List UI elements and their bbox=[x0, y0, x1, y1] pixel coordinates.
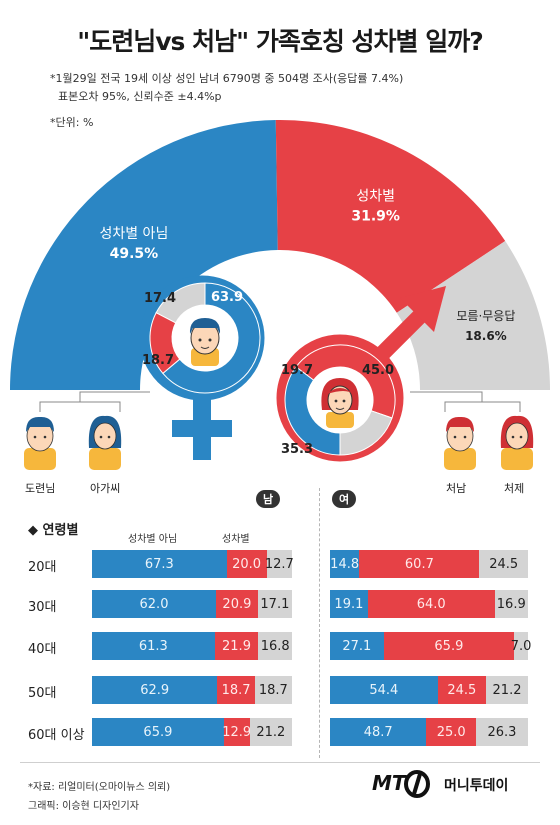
overall-slice-discrimination-label: 성차별 bbox=[356, 189, 395, 205]
male-bar-segment: 18.7 bbox=[217, 676, 255, 704]
survey-note-line2: 표본오차 95%, 신뢰수준 ±4.4%p bbox=[58, 90, 222, 103]
person-cheoje-icon bbox=[500, 415, 534, 470]
person-label-cheoje: 처제 bbox=[504, 482, 525, 495]
female-bar-segment: 24.5 bbox=[437, 676, 487, 704]
page-title: "도련님vs 처남" 가족호칭 성차별 일까? bbox=[77, 27, 484, 56]
female-bar-segment: 54.4 bbox=[330, 676, 438, 704]
overall-slice-unknown bbox=[396, 241, 550, 390]
survey-note-line1: *1월29일 전국 19세 이상 성인 남녀 6790명 중 504명 조사(응… bbox=[50, 72, 404, 85]
male-donut-slice-0 bbox=[162, 282, 261, 394]
tree-lines bbox=[39, 391, 521, 412]
female-bar-segment: 16.9 bbox=[494, 590, 528, 618]
age-label: 30대 bbox=[28, 600, 57, 615]
female-age-bar: 54.4 24.5 21.2 bbox=[330, 676, 528, 704]
female-bar-segment: 7.0 bbox=[511, 632, 531, 660]
male-bar-segment: 20.9 bbox=[216, 590, 258, 618]
graphic-credit: 그래픽: 이승현 디자인기자 bbox=[28, 801, 139, 812]
male-pill: 남 bbox=[256, 490, 280, 508]
female-donut-value-2: 19.7 bbox=[281, 363, 313, 378]
female-donut-labels: 35.3 45.0 19.7 bbox=[281, 363, 394, 457]
male-bar-segment: 21.9 bbox=[214, 632, 259, 660]
female-age-bar: 27.1 65.9 7.0 bbox=[330, 632, 531, 660]
female-bar-segment: 25.0 bbox=[426, 718, 476, 746]
male-donut-slice-2 bbox=[155, 282, 206, 324]
column-header-discrimination: 성차별 bbox=[222, 534, 250, 545]
female-donut-value-0: 35.3 bbox=[281, 442, 313, 457]
female-donut-slice-1 bbox=[295, 344, 396, 419]
female-age-bar: 48.7 25.0 26.3 bbox=[330, 718, 528, 746]
male-donut-value-2: 17.4 bbox=[144, 291, 176, 306]
person-label-doryeonnim: 도련님 bbox=[25, 482, 56, 495]
person-doryeonnim-icon bbox=[24, 416, 56, 470]
overall-slice-not-discrimination bbox=[10, 120, 278, 390]
overall-slice-not-discrimination-value: 49.5% bbox=[110, 246, 159, 262]
overall-slice-unknown-label: 모름·무응답 bbox=[456, 309, 515, 323]
age-section-header: ◆ 연령별 bbox=[28, 523, 79, 538]
male-bar-segment: 17.1 bbox=[257, 590, 292, 618]
female-bar-segment: 21.2 bbox=[486, 676, 528, 704]
top-chart-area: 성차별 아님 49.5% 성차별 31.9% 모름·무응답 18.6% 63.9 18.7 1… bbox=[10, 120, 550, 470]
male-donut-chart bbox=[149, 282, 261, 394]
female-bar-segment: 19.1 bbox=[330, 590, 368, 618]
unit-note: *단위: % bbox=[50, 116, 94, 129]
male-donut-value-0: 63.9 bbox=[211, 290, 243, 305]
male-bar-segment: 67.3 bbox=[92, 550, 227, 578]
footer-divider bbox=[20, 762, 540, 763]
male-donut-labels: 63.9 18.7 17.4 bbox=[142, 290, 243, 368]
overall-slice-unknown-value: 18.6% bbox=[465, 329, 507, 343]
column-header-not-discrimination: 성차별 아님 bbox=[128, 534, 178, 545]
person-label-cheonam: 처남 bbox=[446, 482, 467, 495]
male-age-bar: 65.9 12.9 21.2 bbox=[92, 718, 292, 746]
female-bar-segment: 14.8 bbox=[330, 550, 360, 578]
male-face-icon bbox=[175, 308, 235, 368]
female-bar-segment: 64.0 bbox=[367, 590, 495, 618]
mt-logo: MT bbox=[372, 771, 406, 795]
overall-semicircle-chart bbox=[10, 120, 550, 390]
female-bar-segment: 24.5 bbox=[479, 550, 528, 578]
female-bar-segment: 60.7 bbox=[359, 550, 480, 578]
female-bar-segment: 65.9 bbox=[383, 632, 515, 660]
male-age-bar: 61.3 21.9 16.8 bbox=[92, 632, 292, 660]
person-label-agassi: 아가씨 bbox=[90, 482, 121, 495]
age-label: 20대 bbox=[28, 560, 57, 575]
male-bar-segment: 61.3 bbox=[92, 632, 215, 660]
female-bar-segment: 26.3 bbox=[475, 718, 528, 746]
female-age-bar: 14.8 60.7 24.5 bbox=[330, 550, 528, 578]
male-bar-segment: 18.7 bbox=[254, 676, 292, 704]
age-label: 50대 bbox=[28, 686, 57, 701]
male-age-bar: 67.3 20.0 12.7 bbox=[92, 550, 294, 578]
female-pill: 여 bbox=[332, 490, 356, 508]
age-label: 60대 이상 bbox=[28, 728, 85, 743]
female-face-icon bbox=[310, 370, 370, 430]
female-donut-slice-2 bbox=[339, 410, 393, 456]
person-agassi-icon bbox=[88, 415, 122, 470]
female-bar-segment: 27.1 bbox=[330, 632, 384, 660]
male-bar-segment: 62.0 bbox=[92, 590, 216, 618]
publisher-name: 머니투데이 bbox=[444, 778, 509, 794]
female-age-bar: 19.1 64.0 16.9 bbox=[330, 590, 528, 618]
overall-slice-discrimination-value: 31.9% bbox=[351, 209, 400, 225]
mt-logo-mark-icon bbox=[404, 770, 430, 798]
person-cheonam-icon bbox=[444, 416, 476, 470]
male-bar-segment: 20.0 bbox=[226, 550, 267, 578]
male-age-bar: 62.9 18.7 18.7 bbox=[92, 676, 292, 704]
male-bar-segment: 12.7 bbox=[265, 550, 294, 578]
overall-slice-not-discrimination-label: 성차별 아님 bbox=[99, 226, 168, 242]
male-bar-segment: 21.2 bbox=[249, 718, 292, 746]
male-bar-segment: 12.9 bbox=[222, 718, 251, 746]
overall-semicircle-labels: 성차별 아님 49.5% 성차별 31.9% 모름·무응답 18.6% bbox=[99, 189, 515, 343]
female-donut-chart bbox=[284, 344, 396, 456]
male-age-bar: 62.0 20.9 17.1 bbox=[92, 590, 292, 618]
male-bar-segment: 65.9 bbox=[92, 718, 224, 746]
age-label: 40대 bbox=[28, 642, 57, 657]
source-note: *자료: 리얼미터(오마이뉴스 의뢰) bbox=[28, 782, 171, 793]
male-bar-segment: 16.8 bbox=[258, 632, 292, 660]
male-donut-value-1: 18.7 bbox=[142, 353, 174, 368]
female-donut-value-1: 45.0 bbox=[362, 363, 394, 378]
overall-slice-discrimination bbox=[275, 120, 506, 313]
female-bar-segment: 48.7 bbox=[330, 718, 427, 746]
section-divider bbox=[319, 488, 320, 758]
male-bar-segment: 62.9 bbox=[92, 676, 218, 704]
